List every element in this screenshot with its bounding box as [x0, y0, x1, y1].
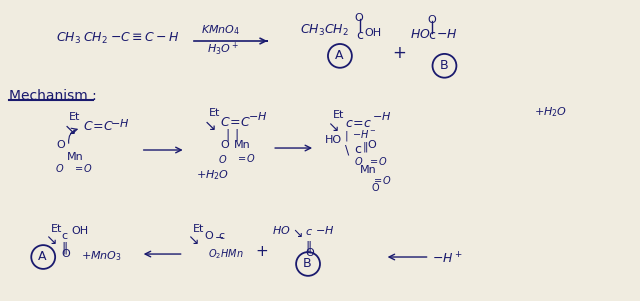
Text: $-H^-$: $-H^-$ [352, 128, 376, 140]
Text: $-H^+$: $-H^+$ [431, 251, 462, 266]
Text: O: O [355, 13, 364, 23]
Text: Et: Et [193, 224, 204, 234]
Text: OH: OH [71, 226, 88, 236]
Text: $=\!O$: $=\!O$ [73, 162, 93, 174]
Text: $O_2HMn$: $O_2HMn$ [209, 247, 244, 261]
Text: $CH_3CH_2$: $CH_3CH_2$ [300, 23, 349, 38]
Text: O: O [220, 140, 229, 150]
Text: O: O [61, 249, 70, 259]
Text: +: + [393, 44, 406, 62]
Text: HO: HO [325, 135, 342, 145]
Text: $+H_2O$: $+H_2O$ [196, 168, 228, 182]
Text: $\searrow$: $\searrow$ [44, 233, 58, 247]
Text: $O^{}$: $O^{}$ [218, 153, 228, 165]
Text: c: c [356, 29, 363, 42]
Text: $\backslash$: $\backslash$ [344, 143, 350, 157]
Text: c: c [218, 231, 225, 241]
Text: $-C\equiv C-H$: $-C\equiv C-H$ [110, 31, 180, 44]
Text: $\searrow$: $\searrow$ [61, 122, 77, 137]
Text: $KMnO_4$: $KMnO_4$ [200, 23, 240, 37]
Text: O: O [368, 140, 376, 150]
Text: Et: Et [333, 110, 344, 120]
Text: Mn: Mn [360, 165, 376, 175]
Text: $+H_2O$: $+H_2O$ [534, 105, 567, 119]
Text: $c\!=\!c$: $c\!=\!c$ [345, 117, 372, 130]
Text: $C\!=\!C$: $C\!=\!C$ [83, 120, 114, 133]
Text: +: + [255, 244, 268, 259]
Text: Mn: Mn [234, 140, 250, 150]
Text: $O^{}$: $O^{}$ [354, 155, 363, 167]
Text: $\|$: $\|$ [61, 240, 68, 256]
Text: O: O [205, 231, 213, 241]
Text: $\searrow$: $\searrow$ [200, 118, 216, 133]
Text: $-H$: $-H$ [110, 117, 129, 129]
Text: $\|$: $\|$ [305, 239, 312, 255]
Text: $H_3O^+$: $H_3O^+$ [207, 41, 240, 58]
Text: $HO$: $HO$ [410, 28, 430, 41]
Text: c: c [354, 143, 361, 156]
Text: O: O [372, 183, 380, 193]
Text: A: A [335, 49, 344, 62]
Text: OH: OH [365, 28, 382, 38]
Text: |: | [345, 130, 349, 141]
Text: Et: Et [51, 224, 63, 234]
Text: $+MnO_3$: $+MnO_3$ [81, 249, 122, 263]
Text: $-H$: $-H$ [372, 110, 391, 123]
Text: O: O [56, 140, 65, 150]
Text: O: O [305, 248, 314, 258]
Text: $=\!O$: $=\!O$ [372, 174, 392, 186]
Text: Et: Et [69, 112, 81, 122]
Text: $=\!O$: $=\!O$ [368, 155, 387, 167]
Text: $c$: $c$ [305, 227, 313, 237]
Text: $-H$: $-H$ [315, 224, 335, 236]
Text: $CH_2$: $CH_2$ [83, 31, 108, 46]
Text: $-$: $-$ [214, 231, 225, 241]
Text: $C\!=\!C$: $C\!=\!C$ [220, 116, 251, 129]
Text: Mechanism :: Mechanism : [10, 88, 97, 103]
Text: $\searrow$: $\searrow$ [290, 227, 303, 240]
Text: $\searrow$: $\searrow$ [184, 233, 199, 247]
Text: Et: Et [209, 108, 220, 118]
Text: A: A [38, 250, 47, 263]
Text: $\|$: $\|$ [362, 140, 368, 154]
Text: |: | [225, 128, 230, 141]
Text: c: c [61, 231, 67, 241]
Text: $-H$: $-H$ [248, 110, 268, 123]
Text: O: O [428, 15, 436, 25]
Text: $\searrow$: $\searrow$ [325, 120, 339, 134]
Text: B: B [440, 59, 448, 72]
Text: $=\!O$: $=\!O$ [236, 152, 256, 164]
Text: $-H$: $-H$ [436, 28, 458, 41]
Text: Mn: Mn [67, 152, 84, 162]
Text: $O^{}$: $O^{}$ [55, 162, 65, 174]
Text: c: c [429, 29, 436, 42]
Text: $CH_3$: $CH_3$ [56, 31, 81, 46]
Text: |: | [234, 128, 239, 141]
Text: $HO$: $HO$ [272, 224, 291, 236]
Text: B: B [303, 257, 312, 270]
